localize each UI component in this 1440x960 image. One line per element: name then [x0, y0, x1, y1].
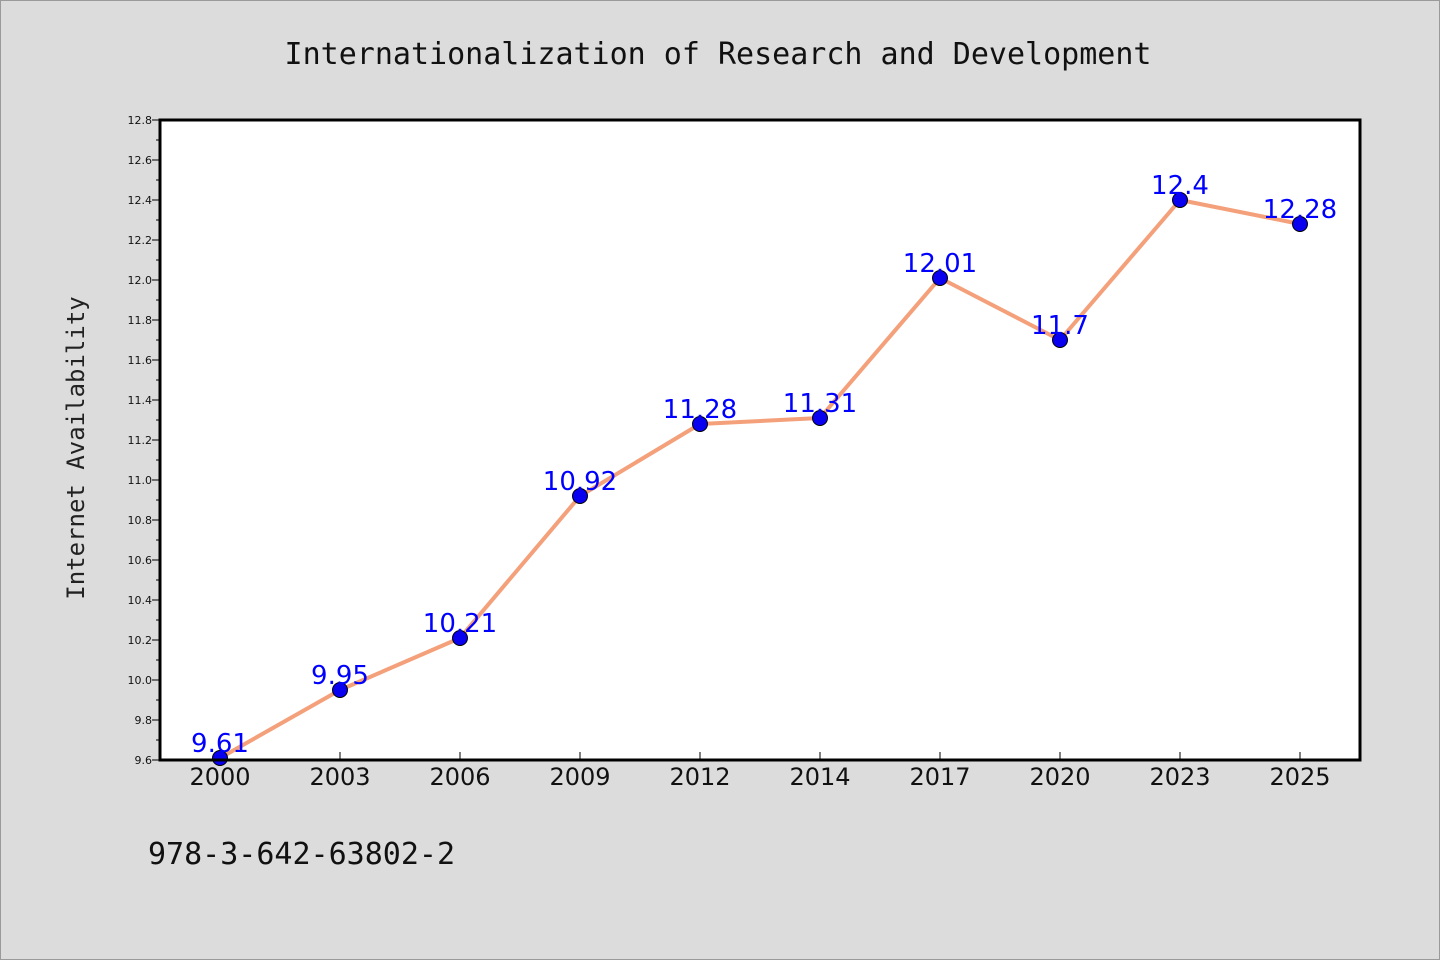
data-point-marker [692, 416, 708, 432]
x-tick-label: 2014 [789, 763, 850, 791]
x-tick-label: 2017 [909, 763, 970, 791]
x-tick-label: 2020 [1029, 763, 1090, 791]
x-tick-label: 2009 [549, 763, 610, 791]
data-label: 9.61 [191, 729, 249, 759]
data-point-marker [332, 682, 348, 698]
y-tick-label: 12.2 [128, 234, 153, 247]
y-tick-label: 9.8 [135, 714, 153, 727]
chart-title: Internationalization of Research and Dev… [285, 37, 1152, 72]
data-label: 12.4 [1151, 171, 1209, 201]
y-tick-label: 11.6 [128, 354, 153, 367]
footnote-isbn: 978-3-642-63802-2 [148, 837, 455, 872]
data-label: 11.31 [783, 389, 857, 419]
y-tick-label: 9.6 [135, 754, 153, 767]
x-tick-label: 2003 [309, 763, 370, 791]
data-point-marker [452, 630, 468, 646]
x-axis-ticks: 2000 2003 2006 2009 2012 2014 2017 2020 2023 2025 [189, 752, 1331, 791]
data-label: 10.92 [543, 467, 617, 497]
series-line [219, 198, 1301, 760]
data-label: 11.28 [663, 395, 737, 425]
x-tick-label: 2023 [1149, 763, 1210, 791]
data-labels: 9.61 9.95 10.21 10.92 11.28 11.31 12.01 11.7 12.… [191, 171, 1337, 759]
y-tick-label: 11.0 [128, 474, 153, 487]
plot-area [160, 120, 1360, 760]
data-point-marker [1052, 332, 1068, 348]
data-label: 11.7 [1031, 311, 1089, 341]
y-tick-label: 11.2 [128, 434, 153, 447]
data-point-marker [1172, 192, 1188, 208]
series-layer [212, 192, 1308, 766]
x-tick-label: 2025 [1269, 763, 1330, 791]
y-axis-ticks: 9.6 9.8 10.0 10.2 10.4 10.6 10.8 11.0 11.2 11.4 11… [128, 114, 160, 767]
y-tick-label: 10.0 [128, 674, 153, 687]
data-label: 10.21 [423, 609, 497, 639]
data-point-marker [812, 410, 828, 426]
y-tick-label: 10.8 [128, 514, 153, 527]
data-point-marker [1292, 216, 1308, 232]
x-tick-label: 2000 [189, 763, 250, 791]
plot-border [158, 118, 1362, 762]
y-tick-label: 12.0 [128, 274, 153, 287]
data-point-marker [572, 488, 588, 504]
y-tick-label: 12.4 [128, 194, 153, 207]
x-tick-label: 2006 [429, 763, 490, 791]
y-tick-label: 12.8 [128, 114, 153, 127]
y-tick-label: 10.2 [128, 634, 153, 647]
data-point-marker [932, 270, 948, 286]
y-tick-label: 10.4 [128, 594, 153, 607]
data-point-marker [212, 750, 228, 766]
y-axis-label: Internet Availability [62, 296, 90, 599]
data-label: 12.28 [1263, 195, 1337, 225]
data-label: 12.01 [903, 249, 977, 279]
x-tick-label: 2012 [669, 763, 730, 791]
y-tick-label: 11.4 [128, 394, 153, 407]
y-tick-label: 12.6 [128, 154, 153, 167]
y-tick-label: 11.8 [128, 314, 153, 327]
data-label: 9.95 [311, 661, 369, 691]
y-tick-label: 10.6 [128, 554, 153, 567]
